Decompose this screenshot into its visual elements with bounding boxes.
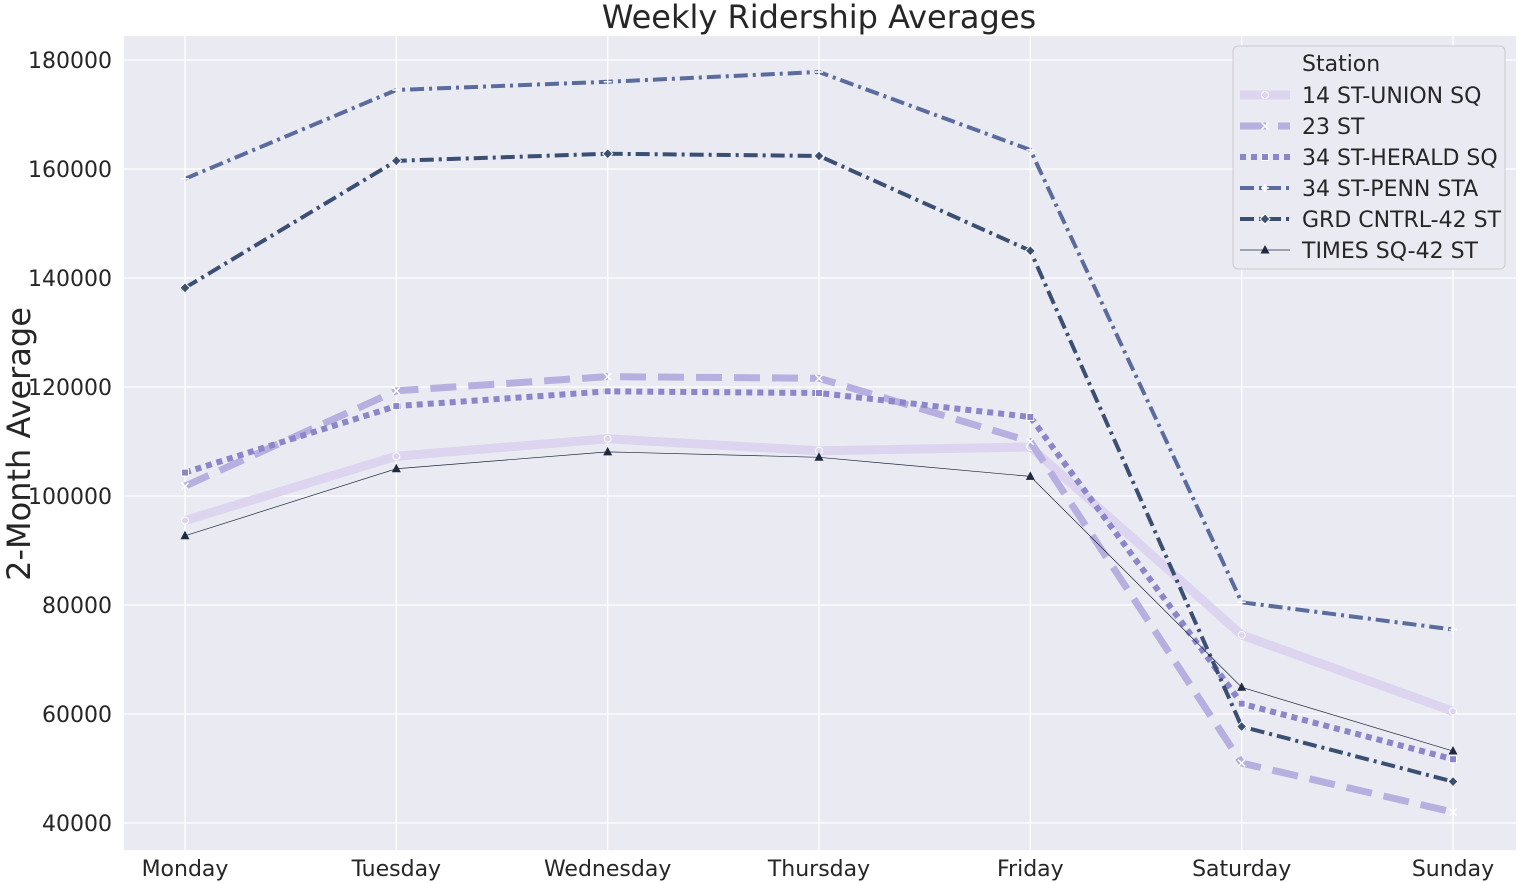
legend-label: 34 ST-HERALD SQ: [1302, 146, 1498, 171]
legend-marker: [1259, 213, 1271, 225]
x-tick-label: Thursday: [767, 857, 870, 882]
legend-label: 34 ST-PENN STA: [1302, 177, 1478, 202]
legend-label: 14 ST-UNION SQ: [1302, 84, 1481, 109]
data-point: [814, 452, 824, 461]
data-point: [603, 372, 612, 381]
x-tick-label: Saturday: [1192, 857, 1291, 882]
x-tick-label: Wednesday: [544, 857, 671, 882]
data-point: [1237, 759, 1246, 768]
data-point: [813, 150, 825, 162]
data-point: [1237, 699, 1246, 708]
series-lines: [179, 67, 1459, 817]
y-tick-label: 180000: [28, 49, 112, 74]
data-point: [603, 77, 612, 86]
legend-box: [1232, 45, 1506, 270]
data-point: [1449, 625, 1457, 634]
data-point: [390, 155, 403, 167]
y-axis-ticks: 40000 60000 80000 100000 120000 140000 160000 1…: [28, 49, 112, 837]
data-point: [1449, 755, 1457, 764]
data-point: [1447, 775, 1459, 788]
data-point: [180, 482, 190, 491]
x-tick-label: Tuesday: [351, 857, 442, 882]
y-tick-label: 80000: [42, 594, 112, 619]
x-axis-ticks: Monday Tuesday Wednesday Thursday Friday Satu…: [142, 857, 1495, 882]
data-point: [1237, 682, 1247, 691]
legend-marker: [1261, 184, 1269, 192]
data-point: [815, 67, 823, 76]
data-point: [1235, 720, 1248, 733]
data-point: [814, 374, 824, 383]
data-point: [392, 452, 401, 461]
data-point: [1026, 412, 1035, 421]
data-point: [392, 402, 401, 411]
data-point: [1026, 145, 1035, 154]
data-point: [1448, 746, 1458, 755]
data-point: [1025, 471, 1035, 480]
data-point: [603, 387, 612, 396]
data-point: [180, 530, 190, 540]
legend-label: 23 ST: [1302, 115, 1365, 140]
y-tick-label: 100000: [28, 485, 112, 510]
x-tick-label: Monday: [142, 857, 229, 882]
data-point: [603, 446, 613, 456]
data-point: [1024, 245, 1037, 257]
legend-marker: [1261, 91, 1269, 99]
legend-marker: [1260, 121, 1270, 131]
y-tick-label: 60000: [42, 703, 112, 728]
data-point: [1026, 437, 1035, 446]
data-point: [181, 516, 189, 525]
data-point: [392, 85, 401, 94]
data-point: [815, 388, 823, 397]
y-tick-label: 160000: [28, 158, 112, 183]
data-point: [603, 434, 612, 443]
data-point: [181, 174, 189, 183]
legend-title: Station: [1302, 52, 1380, 77]
data-point: [1449, 707, 1457, 716]
data-point: [1237, 598, 1246, 607]
data-point: [181, 468, 189, 477]
data-point: [392, 386, 401, 395]
x-tick-label: Friday: [997, 857, 1064, 882]
y-tick-label: 140000: [28, 267, 112, 292]
legend-label: GRD CNTRL-42 ST: [1302, 208, 1502, 233]
legend-marker: [1261, 153, 1269, 161]
data-point: [179, 282, 191, 294]
y-axis-label: 2-Month Average: [0, 307, 38, 581]
y-tick-label: 120000: [28, 376, 112, 401]
data-point: [1237, 630, 1246, 639]
legend-items: 14 ST-UNION SQ 23 ST 34 ST-HERALD SQ 34 ST-…: [1240, 84, 1502, 264]
x-tick-label: Sunday: [1412, 857, 1494, 882]
legend: Station 14 ST-UNION SQ 23 ST 34 ST-HERALD …: [1232, 45, 1506, 270]
legend-label: TIMES SQ-42 ST: [1301, 239, 1479, 264]
data-point: [601, 148, 614, 160]
data-point: [1448, 808, 1458, 817]
y-tick-label: 40000: [42, 812, 112, 837]
chart-title: Weekly Ridership Averages: [602, 0, 1036, 36]
data-point: [391, 463, 401, 473]
legend-marker: [1260, 245, 1270, 254]
